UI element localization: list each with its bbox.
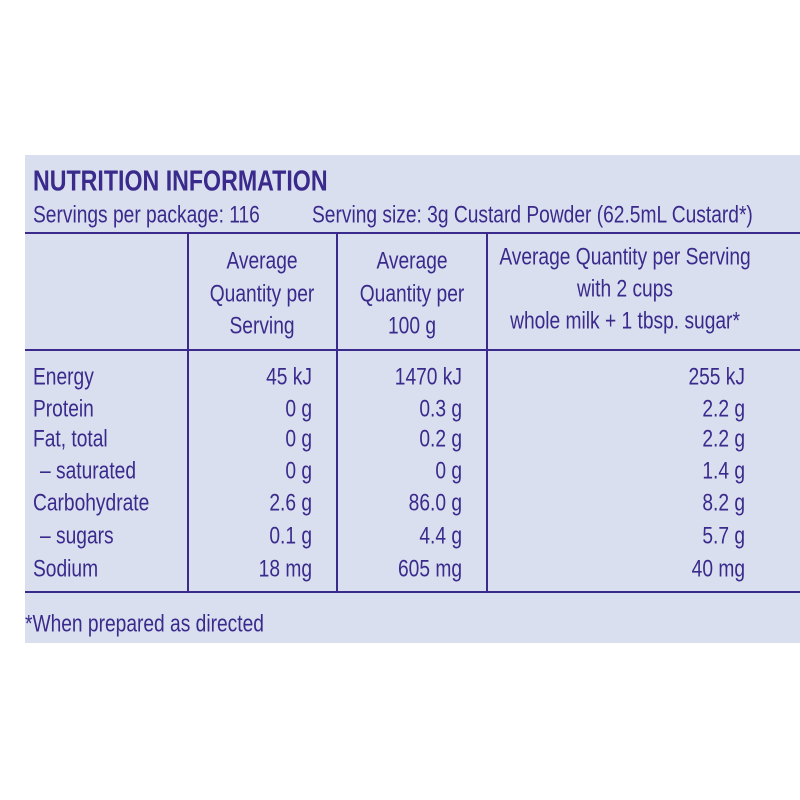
nutrient-value: 605 mg xyxy=(398,554,462,582)
nutrient-value: 45 kJ xyxy=(266,362,312,390)
nutrient-name: Sodium xyxy=(33,554,98,582)
nutrient-value: 0 g xyxy=(285,456,312,484)
nutrient-name: Energy xyxy=(33,362,94,390)
column-header: Serving xyxy=(229,311,294,339)
nutrient-value: 40 mg xyxy=(692,554,745,582)
column-header: 100 g xyxy=(388,311,436,339)
nutrient-value: 255 kJ xyxy=(688,362,745,390)
column-header: Average xyxy=(226,246,297,274)
nutrient-name: Protein xyxy=(33,394,94,422)
nutrient-value: 2.6 g xyxy=(269,488,312,516)
nutrient-value: 1.4 g xyxy=(702,456,745,484)
nutrient-value: 18 mg xyxy=(259,554,312,582)
nutrient-value: 0 g xyxy=(285,424,312,452)
title: NUTRITION INFORMATION xyxy=(33,164,328,197)
nutrient-name: – sugars xyxy=(40,521,114,549)
nutrient-value: 8.2 g xyxy=(702,488,745,516)
column-header: Average Quantity per Serving xyxy=(499,242,750,270)
nutrient-name: – saturated xyxy=(40,456,136,484)
nutrient-value: 2.2 g xyxy=(702,424,745,452)
nutrient-name: Carbohydrate xyxy=(33,488,149,516)
nutrient-value: 0 g xyxy=(285,394,312,422)
nutrient-value: 0 g xyxy=(435,456,462,484)
serving-size: Serving size: 3g Custard Powder (62.5mL … xyxy=(312,200,753,228)
column-header: Average xyxy=(376,246,447,274)
nutrient-value: 4.4 g xyxy=(419,521,462,549)
footnote: *When prepared as directed xyxy=(25,609,264,637)
nutrient-value: 1470 kJ xyxy=(395,362,462,390)
column-header: Quantity per xyxy=(360,279,465,307)
column-header: with 2 cups xyxy=(576,274,673,302)
nutrient-value: 5.7 g xyxy=(702,521,745,549)
servings-per-package: Servings per package: 116 xyxy=(33,200,260,228)
nutrient-value: 86.0 g xyxy=(409,488,462,516)
label-panel xyxy=(25,155,800,643)
column-header: whole milk + 1 tbsp. sugar* xyxy=(509,306,740,334)
nutrient-name: Fat, total xyxy=(33,424,108,452)
nutrient-value: 0.3 g xyxy=(419,394,462,422)
nutrient-value: 0.1 g xyxy=(269,521,312,549)
column-header: Quantity per xyxy=(210,279,315,307)
nutrient-value: 2.2 g xyxy=(702,394,745,422)
nutrient-value: 0.2 g xyxy=(419,424,462,452)
